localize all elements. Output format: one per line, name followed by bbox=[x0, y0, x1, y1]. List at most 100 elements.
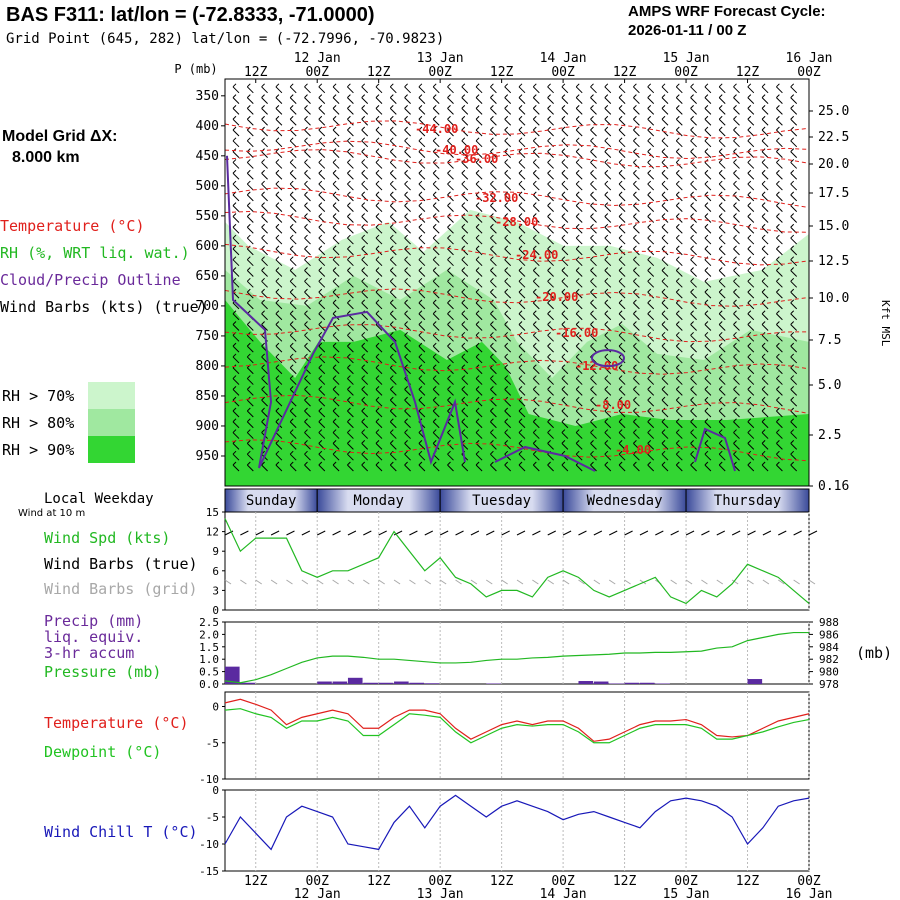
wind-barb bbox=[504, 169, 512, 180]
wind-barb bbox=[404, 277, 411, 288]
y-tick-label: -10 bbox=[199, 838, 219, 851]
wind-barb bbox=[275, 105, 283, 115]
wind-barb-true bbox=[255, 530, 264, 536]
wind-barb bbox=[490, 256, 497, 267]
wind-barb bbox=[561, 364, 569, 375]
wind-barb bbox=[618, 202, 626, 213]
wind-barb bbox=[661, 267, 669, 277]
wind-barb bbox=[590, 202, 597, 213]
wind-barb bbox=[733, 180, 740, 191]
wind-barb bbox=[690, 223, 697, 234]
wind-barb bbox=[361, 105, 369, 115]
wind-barb bbox=[661, 353, 669, 364]
y-tick-label: 6 bbox=[212, 565, 219, 578]
wind-barb bbox=[318, 353, 326, 364]
wind-barb bbox=[389, 245, 397, 256]
wind-barb-grid bbox=[409, 579, 416, 585]
kft-tick-label: 7.5 bbox=[818, 333, 841, 348]
wind-barb bbox=[704, 353, 712, 364]
wind-barb bbox=[246, 440, 254, 450]
wind-barb bbox=[547, 277, 554, 288]
wind-barb bbox=[361, 159, 369, 169]
wind-barb bbox=[718, 407, 726, 418]
wind-barb bbox=[461, 429, 469, 439]
wind-barb bbox=[347, 299, 354, 310]
wind-barb bbox=[532, 396, 540, 407]
wind-barb bbox=[561, 267, 569, 277]
bottom-date-tick: 13 Jan bbox=[417, 887, 464, 900]
wind-barb bbox=[461, 105, 469, 115]
wind-barb bbox=[432, 299, 440, 310]
wind-barb bbox=[633, 126, 640, 137]
wind-barb bbox=[675, 267, 683, 277]
wind-barb bbox=[618, 407, 626, 418]
wind-barb bbox=[718, 159, 726, 169]
wind-barb bbox=[318, 234, 326, 245]
wind-barb bbox=[675, 169, 683, 180]
wind-barb bbox=[661, 191, 669, 202]
wind-barb bbox=[418, 191, 426, 202]
wind-barb bbox=[375, 256, 383, 267]
wind-speed-line bbox=[224, 518, 810, 605]
wind-barb bbox=[661, 461, 669, 472]
top-hour-tick: 00Z bbox=[305, 65, 329, 80]
wind-barb bbox=[404, 342, 411, 353]
wind-barb-true bbox=[516, 530, 526, 536]
wind-barb bbox=[389, 180, 397, 191]
wind-barb bbox=[776, 385, 783, 396]
wind-barb bbox=[304, 267, 311, 277]
wind-barb bbox=[618, 375, 626, 385]
wind-barb-grid bbox=[516, 579, 524, 585]
wind-barb bbox=[490, 126, 497, 137]
wind-barb bbox=[704, 288, 712, 299]
wind-barb bbox=[404, 461, 411, 472]
wind-barb-grid bbox=[270, 579, 278, 585]
temperature-contour-line bbox=[224, 187, 810, 209]
wind-barb bbox=[246, 418, 254, 429]
wind-barb bbox=[289, 288, 297, 299]
wind-barb bbox=[504, 223, 512, 234]
wind-barb bbox=[733, 277, 740, 288]
wind-barb bbox=[304, 223, 311, 234]
wind-barb bbox=[432, 342, 440, 353]
wind-barb bbox=[604, 94, 612, 104]
wind-barb bbox=[261, 310, 268, 321]
wind-barb bbox=[347, 148, 354, 158]
wind-barb bbox=[547, 180, 554, 191]
wind-barb bbox=[790, 159, 798, 169]
wind-barb bbox=[389, 213, 397, 223]
wind-barb bbox=[246, 267, 254, 277]
wind-barb bbox=[375, 159, 383, 169]
wind-barb bbox=[747, 105, 755, 115]
wind-barb bbox=[618, 429, 626, 439]
wind-barb bbox=[532, 245, 540, 256]
wind-barb bbox=[733, 169, 740, 180]
wind-barb-grid bbox=[747, 579, 754, 585]
wind-barb bbox=[418, 169, 426, 180]
wind-barb bbox=[332, 126, 340, 137]
wind-barb bbox=[790, 245, 798, 256]
wind-barb bbox=[261, 83, 268, 94]
wind-barb bbox=[590, 310, 597, 321]
wind-barb bbox=[561, 407, 569, 418]
wind-barb bbox=[761, 277, 769, 288]
wind-barb bbox=[347, 245, 354, 256]
wind-barb bbox=[475, 126, 483, 137]
wind-barb bbox=[761, 440, 769, 450]
wind-barb bbox=[332, 288, 340, 299]
legend-wind: Wind Barbs (kts) (true) bbox=[0, 298, 208, 316]
wind-barb bbox=[475, 407, 483, 418]
wind-barb bbox=[790, 429, 798, 439]
bottom-hour-tick: 00Z bbox=[428, 874, 452, 889]
wind-barb bbox=[318, 429, 326, 439]
wind-barb bbox=[518, 180, 526, 191]
wind-barb bbox=[389, 105, 397, 115]
precip-bar bbox=[225, 666, 240, 684]
wind-barb bbox=[490, 83, 497, 94]
wind-barb bbox=[389, 234, 397, 245]
wind-barb bbox=[261, 299, 268, 310]
wind-barb bbox=[618, 245, 626, 256]
wind-barb bbox=[404, 137, 411, 148]
wind-barb bbox=[432, 115, 440, 126]
wind-barb bbox=[776, 310, 783, 321]
